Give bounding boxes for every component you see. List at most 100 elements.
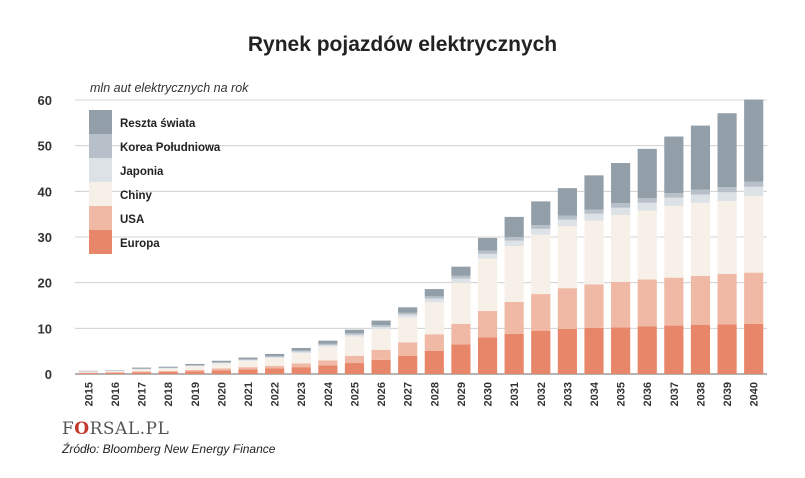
bar-segment: [424, 289, 444, 297]
bar-segment: [265, 368, 285, 374]
bar-segment: [211, 370, 231, 374]
x-tick-label: 2024: [323, 381, 335, 406]
bar-segment: [637, 198, 657, 203]
bar-segment: [557, 328, 577, 374]
y-tick-label: 30: [38, 230, 52, 245]
bar-segment: [211, 362, 231, 364]
bar-segment: [185, 363, 205, 366]
bar-segment: [664, 193, 684, 198]
bar-segment: [131, 367, 152, 369]
bar-segment: [504, 216, 524, 237]
bar-segment: [451, 266, 471, 276]
y-tick-label: 50: [38, 139, 52, 154]
bar-segment: [318, 345, 338, 347]
bar-segment: [664, 136, 684, 194]
x-tick-label: 2015: [83, 382, 95, 406]
bar-segment: [611, 207, 631, 216]
x-tick-label: 2028: [429, 382, 441, 406]
y-tick-label: 0: [45, 367, 52, 382]
x-tick-label: 2037: [669, 382, 681, 406]
bar-segment: [531, 228, 551, 235]
bar-segment: [291, 351, 311, 353]
bar-segment: [185, 369, 205, 372]
bar-segment: [291, 347, 311, 351]
x-tick-label: 2023: [296, 382, 308, 406]
bar-segment: [637, 202, 657, 211]
bar-segment: [451, 275, 471, 279]
bar-segment: [371, 325, 391, 327]
bar-segment: [238, 360, 258, 368]
bar-segment: [557, 226, 577, 289]
bar-segment: [531, 294, 551, 331]
bar-segment: [664, 205, 684, 278]
legend-label: Reszta świata: [120, 118, 196, 130]
bar-segment: [557, 288, 577, 329]
bar-segment: [717, 200, 737, 274]
source-note: Źródło: Bloomberg New Energy Finance: [62, 442, 276, 456]
x-tick-label: 2025: [349, 382, 361, 406]
bar-segment: [158, 370, 178, 372]
bar-segment: [371, 359, 391, 374]
bar-segment: [238, 367, 258, 370]
bar-segment: [531, 201, 551, 226]
bar-segment: [690, 125, 711, 190]
bar-segment: [344, 333, 365, 335]
bar-segment: [637, 148, 657, 199]
bar-segment: [238, 369, 258, 374]
bar-segment: [344, 363, 365, 374]
x-tick-label: 2039: [722, 382, 734, 406]
bar-segment: [584, 213, 604, 221]
legend-swatch: [89, 182, 112, 206]
bar-segment: [211, 368, 231, 371]
bar-segment: [664, 325, 684, 374]
bar-segment: [611, 281, 631, 328]
bar-segment: [664, 197, 684, 206]
x-tick-label: 2033: [562, 382, 574, 406]
bar-segment: [690, 202, 711, 276]
bar-segment: [611, 163, 631, 204]
bar-segment: [344, 329, 365, 334]
y-tick-label: 40: [38, 184, 52, 199]
bar-segment: [744, 323, 764, 374]
bar-segment: [690, 189, 711, 195]
x-tick-label: 2017: [137, 382, 149, 406]
bar-segment: [717, 187, 737, 193]
x-tick-label: 2031: [509, 382, 521, 406]
legend-label: Japonia: [120, 166, 164, 178]
legend-swatch: [89, 110, 112, 134]
bar-segment: [531, 225, 551, 229]
bar-segment: [557, 188, 577, 216]
bar-segment: [744, 99, 764, 182]
x-tick-label: 2040: [749, 382, 761, 406]
bar-segment: [398, 355, 418, 374]
bar-segment: [185, 371, 205, 374]
x-tick-label: 2022: [270, 382, 282, 406]
bar-segment: [238, 359, 258, 361]
bar-segment: [318, 340, 338, 344]
bar-segment: [584, 284, 604, 328]
chart-title: Rynek pojazdów elektrycznych: [247, 33, 558, 56]
y-tick-label: 10: [38, 321, 52, 336]
bar-segment: [690, 324, 711, 374]
bar-segment: [344, 355, 365, 364]
x-tick-label: 2016: [110, 382, 122, 406]
x-tick-label: 2026: [376, 382, 388, 406]
x-tick-label: 2030: [483, 382, 495, 406]
bar-segment: [185, 366, 205, 370]
bar-segment: [158, 371, 178, 374]
x-tick-label: 2018: [163, 382, 175, 406]
bar-segment: [398, 314, 418, 318]
bar-segment: [664, 277, 684, 326]
bar-segment: [371, 329, 391, 350]
bar-segment: [584, 209, 604, 214]
forsal-logo: FORSAL.PL: [62, 419, 169, 439]
bar-segment: [477, 258, 498, 311]
bar-segment: [504, 240, 524, 247]
bar-segment: [318, 346, 338, 361]
logo-o-mark: O: [74, 419, 90, 439]
bar-segment: [504, 301, 524, 334]
bar-segment: [398, 342, 418, 356]
bar-segment: [211, 363, 231, 369]
bar-segment: [291, 363, 311, 368]
